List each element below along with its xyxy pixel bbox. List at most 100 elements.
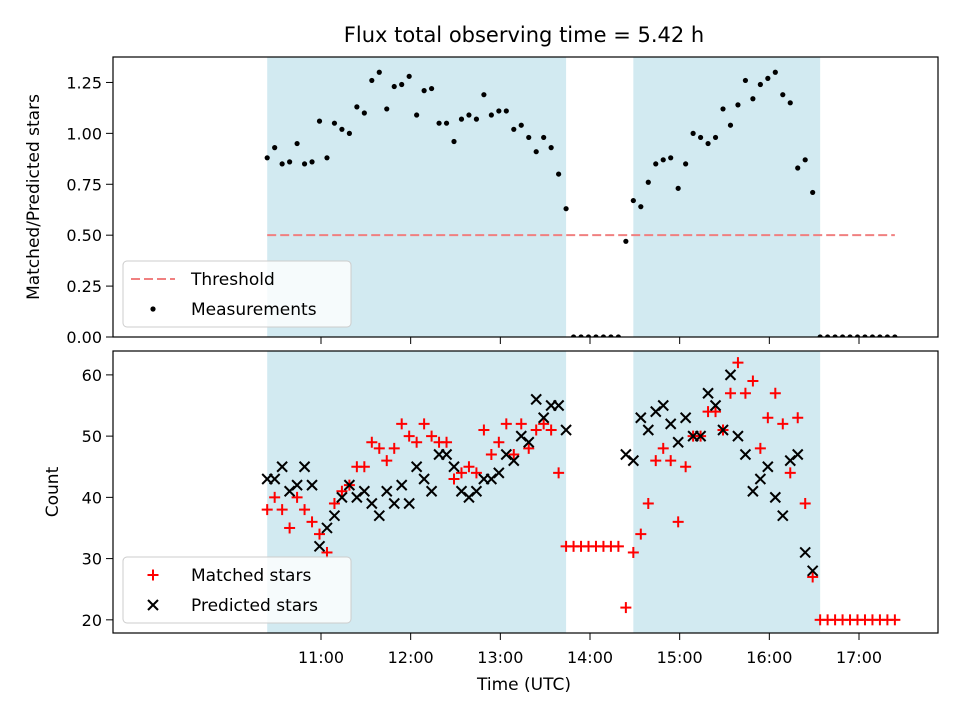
matched-point	[291, 491, 303, 503]
predicted-point	[762, 461, 774, 473]
matched-point	[754, 442, 766, 454]
matched-point	[799, 497, 811, 509]
matched-point	[381, 455, 393, 467]
predicted-point	[530, 393, 542, 406]
predicted-point	[702, 387, 714, 399]
observing-window	[633, 351, 821, 633]
measurement-point	[309, 159, 315, 165]
measurement-point	[697, 134, 704, 141]
measurement-point	[279, 161, 285, 167]
measurement-point	[683, 161, 689, 167]
predicted-point	[769, 491, 782, 504]
y-tick-label: 0.50	[66, 226, 102, 245]
predicted-point	[657, 399, 669, 412]
predicted-point	[806, 565, 819, 577]
measurement-point	[428, 85, 435, 92]
matched-point	[306, 516, 318, 528]
matched-point	[612, 540, 624, 552]
measurement-point	[526, 134, 532, 141]
measurement-point	[675, 185, 681, 191]
predicted-point	[306, 479, 318, 491]
matched-point	[418, 418, 430, 430]
predicted-point	[373, 510, 385, 522]
y-tick-label: 0.25	[66, 277, 102, 296]
matched-point	[493, 436, 505, 448]
predicted-point	[343, 479, 356, 491]
legend-box	[122, 260, 352, 328]
predicted-point	[627, 454, 640, 467]
x-tick-label: 13:00	[477, 648, 523, 667]
y-tick-label: 60	[82, 366, 102, 385]
predicted-point	[747, 485, 759, 497]
measurement-point	[750, 96, 756, 102]
measurement-point	[735, 102, 741, 108]
matched-point	[388, 442, 400, 454]
measurement-point	[645, 179, 651, 185]
y-tick-label: 20	[82, 611, 102, 630]
measurement-point	[712, 134, 719, 141]
measurement-point	[264, 155, 270, 161]
predicted-point	[395, 479, 408, 491]
measurement-point	[406, 73, 412, 79]
matched-point	[261, 504, 273, 516]
measurement-point	[585, 334, 592, 337]
matched-point	[500, 418, 512, 430]
predicted-point	[635, 412, 647, 424]
measurement-point	[331, 120, 338, 126]
measurement-point	[316, 118, 323, 124]
measurement-point	[451, 138, 457, 145]
predicted-point	[470, 485, 483, 497]
measurement-point	[436, 120, 442, 126]
matched-point	[478, 424, 490, 436]
predicted-point	[276, 461, 288, 473]
matched-point	[553, 467, 565, 479]
matched-point	[657, 442, 669, 454]
predicted-point	[336, 491, 348, 504]
measurement-point	[810, 189, 816, 196]
measurement-point	[854, 334, 861, 337]
ratio-plot-area	[264, 69, 898, 337]
predicted-point	[403, 497, 415, 510]
matched-point	[889, 614, 901, 626]
ratio-legend: Threshold Measurements	[122, 260, 352, 328]
measurement-point	[772, 69, 778, 75]
matched-point	[665, 455, 677, 467]
count-y-axis: 20 30 40 50 60	[82, 366, 113, 630]
matched-point	[769, 387, 781, 399]
measurement-point	[608, 334, 614, 337]
matched-point	[784, 467, 796, 479]
predicted-point	[724, 369, 737, 381]
measurement-point	[518, 122, 524, 128]
matched-point	[747, 375, 759, 387]
x-tick-label: 14:00	[567, 648, 613, 667]
matched-point	[530, 424, 542, 436]
predicted-point	[313, 540, 326, 553]
count-y-label: Count	[43, 466, 63, 517]
measurement-point	[869, 334, 876, 337]
matched-point	[724, 387, 736, 399]
measurement-point	[832, 334, 838, 337]
matched-point	[807, 571, 819, 583]
matched-point	[336, 485, 348, 497]
measurement-point	[653, 161, 659, 167]
predicted-point	[642, 424, 654, 436]
measurement-point	[369, 77, 375, 84]
measurement-point	[757, 81, 763, 88]
measurement-point	[473, 116, 480, 122]
measurement-point	[481, 92, 487, 98]
count-axes-frame	[112, 350, 939, 634]
measurement-point	[720, 106, 726, 112]
matched-point	[680, 461, 692, 473]
predicted-point	[523, 436, 535, 448]
matched-point	[523, 442, 535, 454]
predicted-point	[358, 485, 371, 497]
count-panel: 20 30 40 50 60 11:00 12:00 13:00 14:00 15:00 16:0…	[43, 350, 939, 695]
matched-point	[508, 448, 520, 460]
matched-point	[284, 522, 296, 534]
y-tick-label: 30	[82, 550, 102, 569]
measurement-point	[272, 145, 278, 151]
x-axis-label: Time (UTC)	[476, 675, 571, 695]
matched-point	[463, 461, 475, 473]
y-tick-label: 40	[82, 488, 102, 507]
observing-window	[633, 57, 821, 337]
